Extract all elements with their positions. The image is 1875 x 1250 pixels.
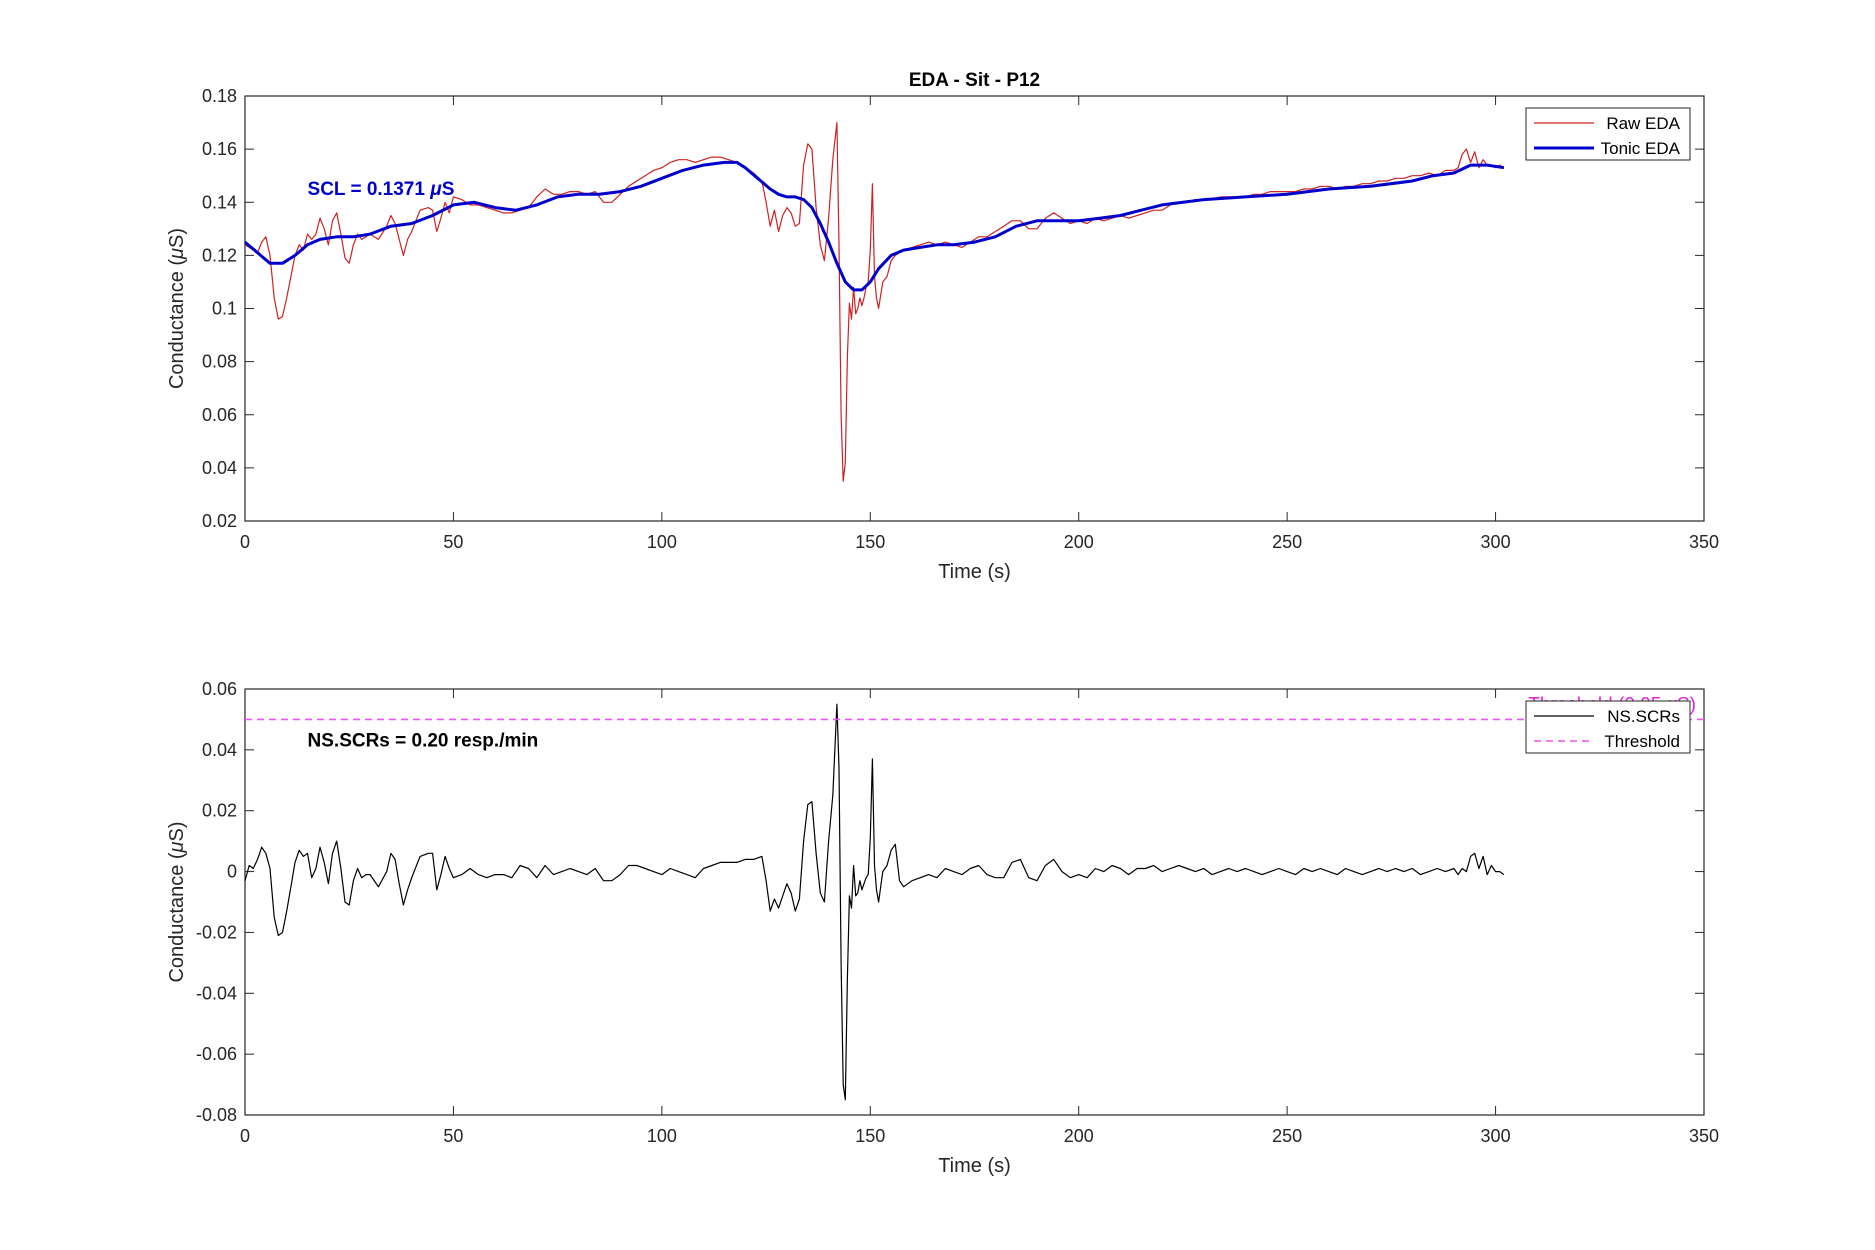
bottom-panel-legend: NS.SCRs Threshold (1526, 701, 1690, 753)
x-tick-label: 0 (240, 1126, 250, 1146)
top-panel-title: EDA - Sit - P12 (909, 70, 1040, 91)
bottom-panel-y-axis-label-mu: μ (166, 841, 188, 853)
y-tick-label: 0.16 (202, 139, 237, 159)
y-tick-label: -0.06 (196, 1044, 237, 1064)
bottom-panel-x-axis-label: Time (s) (938, 1155, 1011, 1177)
y-tick-label: 0.04 (202, 458, 237, 478)
bottom-panel-y-axis-label: Conductance (μS) (166, 821, 188, 982)
x-tick-label: 100 (647, 532, 677, 552)
y-tick-label: 0.1 (212, 299, 237, 319)
y-tick-label: 0.08 (202, 352, 237, 372)
x-tick-label: 150 (855, 532, 885, 552)
x-tick-label: 50 (443, 532, 463, 552)
y-tick-label: 0.12 (202, 245, 237, 265)
y-tick-label: 0.04 (202, 740, 237, 760)
bottom-panel-y-axis-label-pre: Conductance ( (166, 852, 188, 982)
top-panel-y-axis-label-post: S) (166, 228, 188, 248)
scl-annotation-pre: SCL = 0.1371 (308, 179, 431, 200)
x-tick-label: 200 (1064, 532, 1094, 552)
scl-annotation-mu: μ (429, 179, 442, 200)
x-tick-label: 0 (240, 532, 250, 552)
legend-label-ns-scrs: NS.SCRs (1607, 707, 1680, 726)
top-panel-y-axis-label-mu: μ (166, 248, 188, 260)
y-tick-label: 0.06 (202, 679, 237, 699)
y-tick-label: -0.08 (196, 1105, 237, 1125)
scl-annotation-post: S (442, 179, 455, 200)
scl-annotation: SCL = 0.1371 μS (308, 179, 455, 200)
x-tick-label: 50 (443, 1126, 463, 1146)
legend-label-raw-eda: Raw EDA (1606, 114, 1680, 133)
top-panel-y-axis-label: Conductance (μS) (166, 228, 188, 389)
legend-label-tonic-eda: Tonic EDA (1601, 139, 1681, 158)
top-panel-y-axis-label-pre: Conductance ( (166, 259, 188, 389)
x-tick-label: 150 (855, 1126, 885, 1146)
y-tick-label: 0.18 (202, 86, 237, 106)
bottom-panel-y-axis-label-post: S) (166, 821, 188, 841)
y-tick-label: 0 (227, 862, 237, 882)
y-tick-label: 0.02 (202, 801, 237, 821)
x-tick-label: 250 (1272, 1126, 1302, 1146)
top-panel-x-axis-label: Time (s) (938, 561, 1011, 583)
x-tick-label: 300 (1481, 1126, 1511, 1146)
nsscr-annotation: NS.SCRs = 0.20 resp./min (308, 731, 539, 752)
top-panel-legend: Raw EDA Tonic EDA (1526, 108, 1690, 160)
x-tick-label: 100 (647, 1126, 677, 1146)
y-tick-label: -0.02 (196, 922, 237, 942)
y-tick-label: 0.14 (202, 192, 237, 212)
x-tick-label: 350 (1689, 1126, 1719, 1146)
x-tick-label: 250 (1272, 532, 1302, 552)
legend-label-threshold: Threshold (1604, 732, 1680, 751)
x-tick-label: 200 (1064, 1126, 1094, 1146)
y-tick-label: -0.04 (196, 983, 237, 1003)
x-tick-label: 350 (1689, 532, 1719, 552)
x-tick-label: 300 (1481, 532, 1511, 552)
y-tick-label: 0.06 (202, 405, 237, 425)
y-tick-label: 0.02 (202, 511, 237, 531)
